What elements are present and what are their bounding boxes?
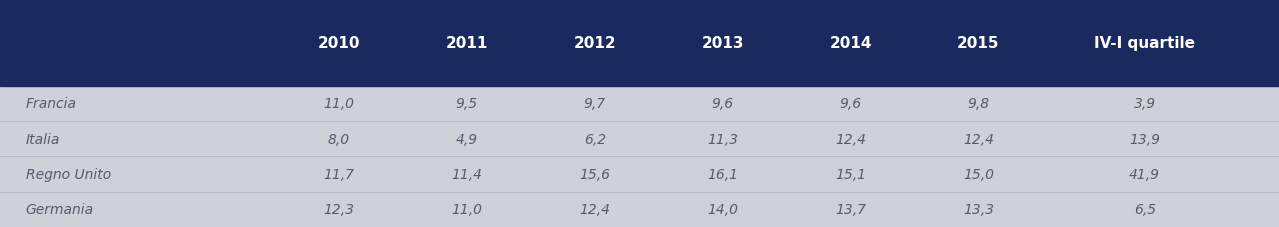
Text: 13,7: 13,7 <box>835 202 866 216</box>
Text: 12,4: 12,4 <box>579 202 610 216</box>
Text: 14,0: 14,0 <box>707 202 738 216</box>
Text: 3,9: 3,9 <box>1133 97 1156 111</box>
Text: 16,1: 16,1 <box>707 167 738 181</box>
Text: Germania: Germania <box>26 202 93 216</box>
Text: 2014: 2014 <box>829 36 872 51</box>
Text: 11,0: 11,0 <box>324 97 354 111</box>
Text: Italia: Italia <box>26 132 60 146</box>
Text: 41,9: 41,9 <box>1129 167 1160 181</box>
Text: 9,6: 9,6 <box>711 97 734 111</box>
Text: 11,0: 11,0 <box>451 202 482 216</box>
Bar <box>0 0 1279 86</box>
Text: 9,7: 9,7 <box>583 97 606 111</box>
Text: IV-I quartile: IV-I quartile <box>1095 36 1195 51</box>
Text: 15,1: 15,1 <box>835 167 866 181</box>
Text: 15,0: 15,0 <box>963 167 994 181</box>
Text: 2015: 2015 <box>957 36 1000 51</box>
Text: 13,3: 13,3 <box>963 202 994 216</box>
Text: 2011: 2011 <box>445 36 489 51</box>
Text: 4,9: 4,9 <box>455 132 478 146</box>
Text: 12,4: 12,4 <box>835 132 866 146</box>
Text: 2013: 2013 <box>701 36 744 51</box>
Text: 8,0: 8,0 <box>327 132 350 146</box>
Text: 15,6: 15,6 <box>579 167 610 181</box>
Text: 9,8: 9,8 <box>967 97 990 111</box>
Text: 6,2: 6,2 <box>583 132 606 146</box>
Text: 2012: 2012 <box>573 36 616 51</box>
Text: 11,7: 11,7 <box>324 167 354 181</box>
Text: Francia: Francia <box>26 97 77 111</box>
Text: 9,6: 9,6 <box>839 97 862 111</box>
Text: Regno Unito: Regno Unito <box>26 167 111 181</box>
Text: 11,4: 11,4 <box>451 167 482 181</box>
Text: 9,5: 9,5 <box>455 97 478 111</box>
Text: 13,9: 13,9 <box>1129 132 1160 146</box>
Text: 2010: 2010 <box>317 36 361 51</box>
Text: 11,3: 11,3 <box>707 132 738 146</box>
Text: 6,5: 6,5 <box>1133 202 1156 216</box>
Text: 12,4: 12,4 <box>963 132 994 146</box>
Text: 12,3: 12,3 <box>324 202 354 216</box>
